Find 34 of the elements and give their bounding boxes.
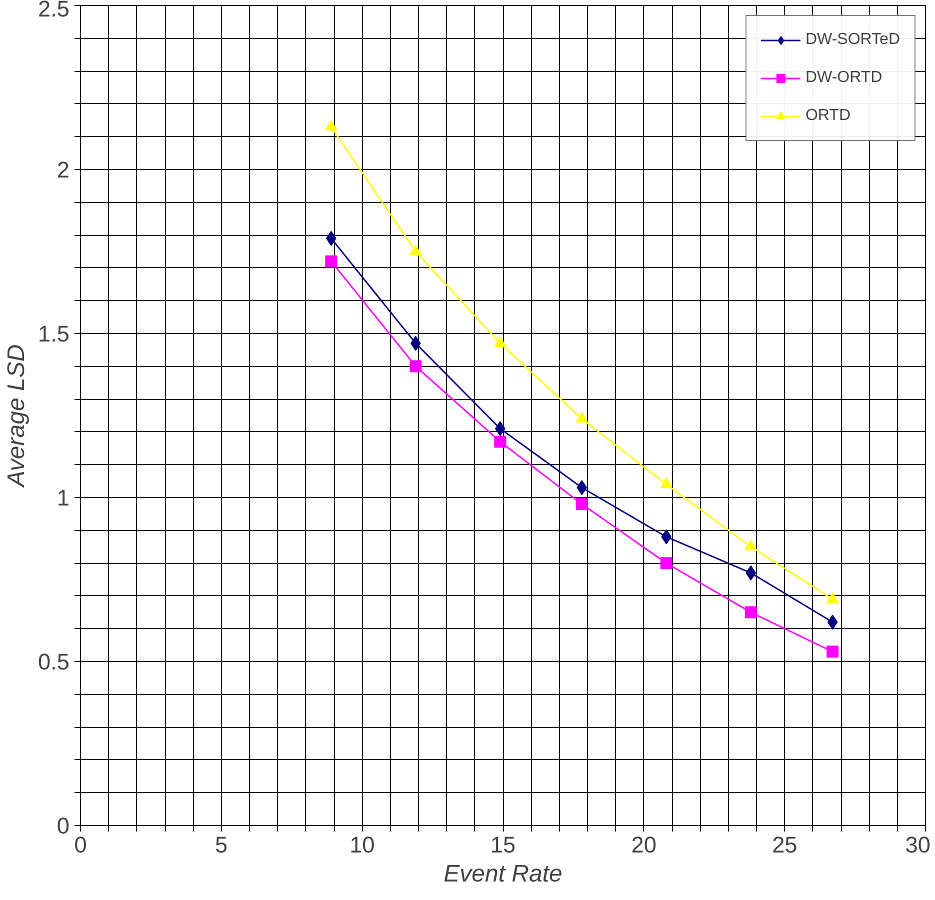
point [576, 498, 588, 510]
y-tick-label: 0 [56, 812, 70, 838]
point [410, 360, 422, 372]
legend-label: ORTD [805, 107, 851, 125]
y-tick-label: 0.5 [38, 648, 70, 674]
y-tick-label: 1 [56, 484, 70, 510]
x-tick-label: 0 [74, 832, 87, 858]
legend-label: DW-SORTeD [805, 31, 900, 49]
point [660, 557, 672, 570]
y-tick-label: 2.5 [38, 0, 70, 22]
point [661, 529, 672, 544]
x-tick-label: 10 [350, 832, 375, 858]
y-tick-label: 1.5 [38, 320, 70, 346]
x-tick-label: 30 [905, 832, 930, 858]
x-tick-label: 25 [772, 832, 798, 858]
point [576, 480, 588, 496]
point [744, 606, 757, 618]
x-tick-label: 5 [215, 832, 228, 858]
y-axis-title: Average LSD [3, 344, 30, 489]
point [660, 478, 672, 488]
point [576, 412, 588, 422]
point [494, 336, 506, 348]
legend-label: DW-ORTD [805, 69, 882, 87]
point [494, 436, 506, 448]
point [826, 646, 839, 658]
x-tick-label: 20 [631, 832, 656, 858]
point [325, 120, 338, 131]
x-tick-label: 15 [490, 832, 516, 858]
x-axis-title: Event Rate [444, 860, 562, 888]
point [325, 255, 338, 268]
point [410, 244, 422, 256]
y-tick-label: 2 [56, 156, 70, 182]
point [827, 614, 838, 630]
point [746, 565, 756, 580]
